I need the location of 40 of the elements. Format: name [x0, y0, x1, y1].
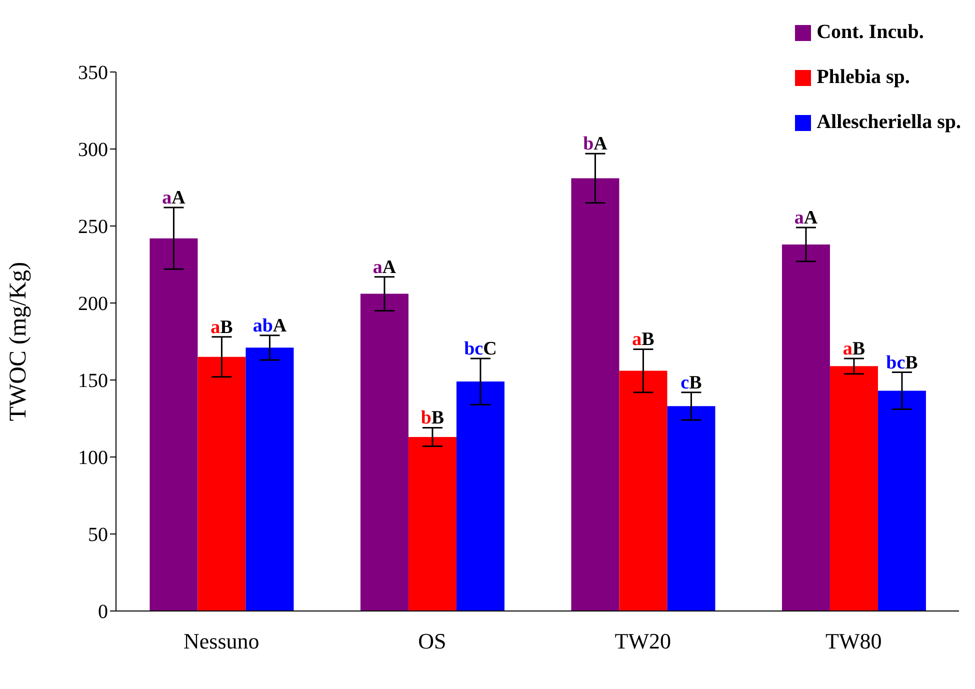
x-tick-label: Nessuno — [183, 628, 260, 654]
bar — [408, 436, 456, 611]
data-label: bA — [583, 134, 608, 155]
y-tick-label: 350 — [78, 62, 108, 84]
bar — [246, 348, 294, 611]
y-tick-label: 200 — [78, 293, 108, 316]
bar — [198, 356, 246, 611]
y-axis-title: TWOC (mg/Kg) — [6, 262, 32, 422]
x-tick-label: TW80 — [826, 628, 882, 654]
legend-label: Allescheriella sp. — [816, 111, 961, 134]
legend-label: Cont. Incub. — [816, 21, 924, 44]
data-label: aB — [210, 316, 234, 338]
data-label: aB — [632, 329, 655, 350]
y-tick-label: 0 — [98, 601, 108, 624]
y-tick-label: 50 — [88, 524, 108, 546]
data-label: cB — [680, 372, 702, 394]
data-label: aA — [372, 256, 396, 278]
legend-label: Phlebia sp. — [816, 66, 910, 89]
bar — [830, 366, 878, 611]
bar — [150, 238, 198, 611]
data-label: aA — [794, 208, 818, 229]
bar — [619, 370, 668, 611]
bar — [456, 382, 504, 611]
y-tick-label: 300 — [78, 139, 108, 162]
data-label: bB — [420, 408, 444, 429]
bar — [360, 294, 408, 611]
y-tick-label: 250 — [78, 216, 108, 238]
data-label: aB — [842, 338, 866, 360]
bar — [782, 244, 830, 611]
x-tick-label: TW20 — [614, 628, 671, 654]
bar — [878, 390, 926, 611]
y-tick-label: 100 — [78, 447, 108, 470]
data-label: abA — [252, 315, 287, 336]
data-label: bcC — [464, 338, 497, 360]
y-tick-label: 150 — [78, 370, 108, 392]
data-label: bcB — [886, 352, 918, 374]
bar — [571, 178, 620, 611]
data-label: aA — [162, 188, 186, 209]
x-tick-label: OS — [418, 628, 446, 654]
bar — [667, 406, 716, 611]
